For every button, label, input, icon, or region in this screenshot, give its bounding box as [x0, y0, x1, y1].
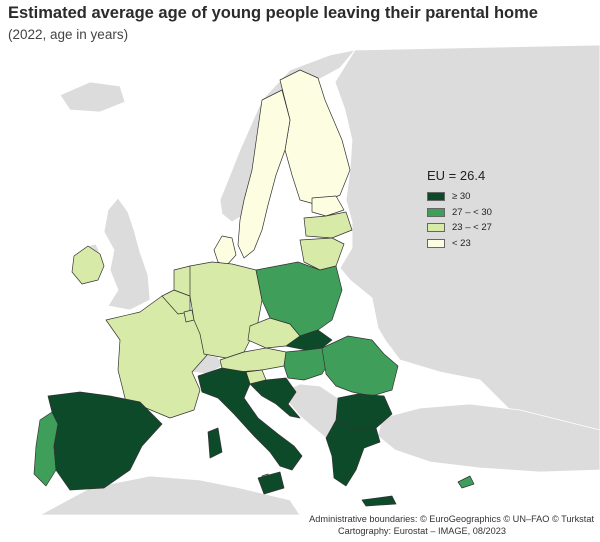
sweden: [237, 89, 291, 259]
legend-label: ≥ 30: [452, 191, 471, 203]
belgium: [161, 289, 191, 315]
legend-swatch: [427, 223, 445, 233]
romania: [321, 335, 399, 397]
estonia: [311, 195, 345, 217]
europe-map: [33, 45, 600, 515]
non-eu-land: [39, 45, 600, 515]
map-subtitle: (2022, age in years): [8, 27, 129, 42]
legend-swatch: [427, 238, 445, 248]
sardinia: [207, 427, 223, 459]
legend-item: < 23: [427, 236, 492, 252]
map-title: Estimated average age of young people le…: [8, 4, 538, 22]
credits-cartography: Cartography: Eurostat – IMAGE, 08/2023: [337, 526, 506, 536]
sicily: [257, 471, 285, 495]
legend-item: 23 – < 27: [427, 220, 492, 236]
eu-countries: [33, 69, 475, 507]
germany: [189, 261, 263, 359]
legend-swatch: [427, 192, 445, 202]
legend-item: 27 – < 30: [427, 205, 492, 221]
slovakia: [285, 329, 333, 351]
iceland: [59, 81, 126, 113]
ireland: [71, 245, 105, 285]
legend-item: ≥ 30: [427, 189, 492, 205]
italy: [197, 367, 303, 471]
legend-label: < 23: [452, 237, 471, 249]
map-credits: Administrative boundaries: © EuroGeograp…: [309, 513, 594, 537]
credits-boundaries: Administrative boundaries: © EuroGeograp…: [309, 514, 594, 524]
map-legend: EU = 26.4 ≥ 30 27 – < 30 23 – < 27 < 23: [427, 168, 492, 251]
crete: [361, 495, 397, 507]
cyprus: [457, 475, 475, 489]
croatia: [249, 377, 301, 419]
denmark: [213, 235, 237, 267]
united-kingdom: [103, 197, 151, 311]
legend-label: 27 – < 30: [452, 206, 492, 218]
legend-title: EU = 26.4: [427, 168, 486, 183]
poland: [255, 261, 343, 337]
latvia: [303, 211, 353, 239]
spain: [47, 391, 163, 491]
turkey: [377, 403, 600, 473]
legend-swatch: [427, 207, 445, 217]
legend-label: 23 – < 27: [452, 222, 492, 234]
greece: [325, 419, 381, 487]
